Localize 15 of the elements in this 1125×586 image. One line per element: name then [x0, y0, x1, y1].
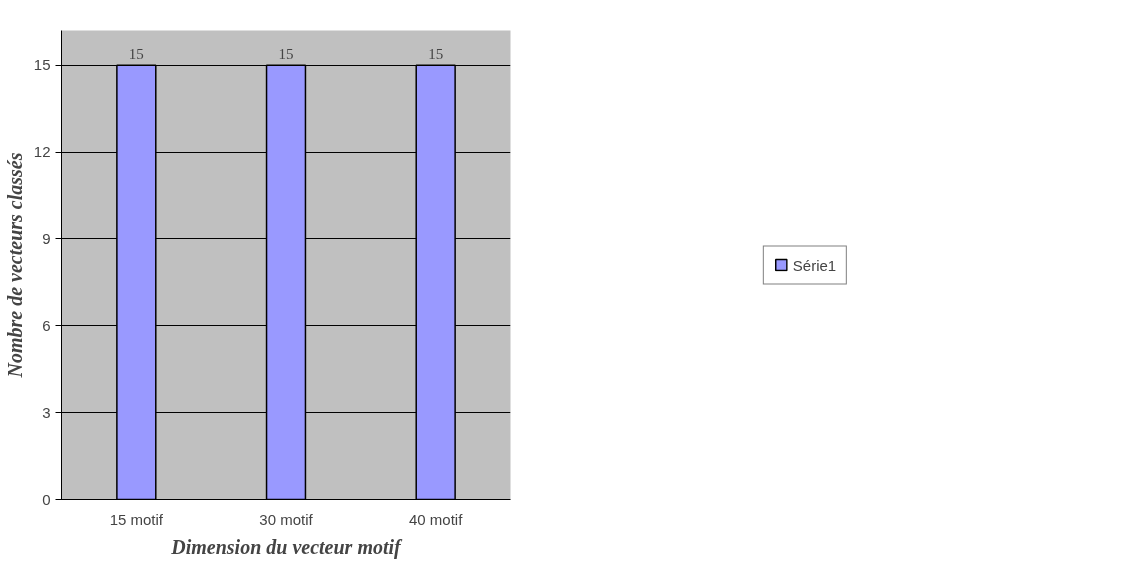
y-tick-label: 3 — [42, 403, 51, 421]
y-tick-label: 12 — [33, 143, 51, 161]
data-label: 15 — [128, 46, 144, 63]
x-axis-title: Dimension du vecteur motif — [170, 535, 404, 559]
y-tick-label: 6 — [42, 316, 51, 334]
legend-label: Série1 — [792, 256, 837, 273]
y-tick-label: 15 — [33, 56, 51, 74]
data-label: 15 — [278, 46, 294, 63]
y-tick-label: 0 — [42, 490, 51, 508]
x-tick-label: 40 motif — [408, 510, 464, 528]
data-label: 15 — [428, 46, 444, 63]
x-tick-label: 30 motif — [259, 510, 314, 528]
y-axis-title: Nombre de vecteurs classés — [3, 152, 26, 379]
x-tick-label: 15 motif — [109, 510, 164, 528]
y-tick-label: 9 — [42, 229, 51, 247]
